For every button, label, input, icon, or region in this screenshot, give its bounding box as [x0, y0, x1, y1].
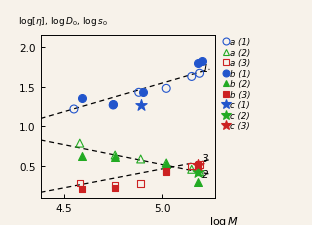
Point — [164, 170, 169, 174]
Point — [111, 104, 116, 107]
Text: $\log[\eta]$, $\log D_0$, $\log s_0$: $\log[\eta]$, $\log D_0$, $\log s_0$ — [18, 15, 108, 28]
Point — [113, 187, 118, 190]
Point — [195, 180, 200, 184]
Text: 3: 3 — [202, 153, 208, 164]
Point — [77, 142, 82, 145]
Legend: a (1), a (2), a (3), b (1), b (2), b (3), c (1), c (2), c (3): a (1), a (2), a (3), b (1), b (2), b (3)… — [223, 37, 251, 132]
Point — [77, 181, 82, 185]
X-axis label: $\log M$: $\log M$ — [209, 214, 239, 225]
Point — [189, 168, 194, 171]
Point — [195, 164, 200, 167]
Point — [164, 161, 169, 165]
Point — [136, 91, 141, 95]
Point — [195, 170, 200, 174]
Text: 1: 1 — [202, 64, 208, 74]
Point — [197, 170, 202, 174]
Point — [164, 162, 169, 166]
Point — [197, 72, 202, 76]
Point — [111, 103, 116, 107]
Point — [71, 108, 76, 111]
Point — [113, 153, 118, 157]
Point — [197, 163, 202, 166]
Point — [195, 62, 200, 65]
Point — [79, 187, 84, 191]
Point — [79, 154, 84, 158]
Point — [113, 184, 118, 187]
Text: 2: 2 — [202, 169, 208, 179]
Point — [140, 91, 145, 95]
Point — [164, 87, 169, 91]
Point — [164, 169, 169, 173]
Point — [138, 104, 143, 107]
Point — [79, 97, 84, 100]
Point — [189, 165, 194, 168]
Point — [138, 158, 143, 161]
Point — [138, 182, 143, 186]
Point — [195, 164, 200, 167]
Point — [113, 155, 118, 159]
Point — [189, 75, 194, 79]
Point — [199, 59, 204, 63]
